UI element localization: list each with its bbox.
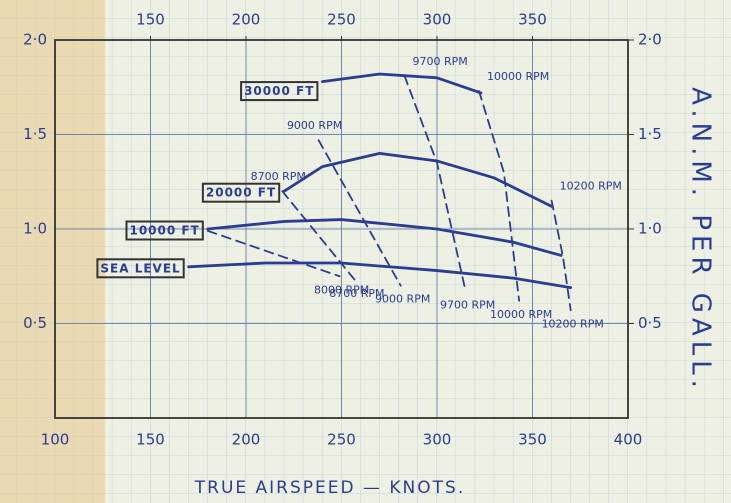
y2-tick-label: 1·0 <box>638 220 662 238</box>
series-label: SEA LEVEL <box>100 261 180 275</box>
rpm-annotation: 10200 RPM <box>560 180 622 193</box>
series-label: 20000 FT <box>206 186 276 200</box>
top-x-tick-label: 150 <box>136 11 165 29</box>
rpm-annotation: 8700 RPM <box>251 170 306 183</box>
series-label: 10000 FT <box>129 224 199 238</box>
x-axis-label: TRUE AIRSPEED — KNOTS. <box>194 478 466 498</box>
y2-tick-label: 2·0 <box>638 31 662 49</box>
y2-tick-label: 1·5 <box>638 125 662 143</box>
x-tick-label: 300 <box>423 431 452 449</box>
x-tick-label: 250 <box>327 431 356 449</box>
rpm-annotation: 9700 RPM <box>413 55 468 68</box>
chart: TRUE AIRSPEED — KNOTS. A.N.M. PER GALL. … <box>0 0 731 503</box>
top-x-tick-label: 350 <box>518 11 547 29</box>
y2-axis-label: A.N.M. PER GALL. <box>686 87 716 393</box>
y2-tick-label: 0·5 <box>638 314 662 332</box>
y-tick-label: 1·0 <box>23 220 47 238</box>
series-label: 30000 FT <box>244 84 314 98</box>
x-tick-label: 150 <box>136 431 165 449</box>
rpm-label: 9000 RPM <box>375 293 430 306</box>
rpm-annotation: 9000 RPM <box>287 119 342 132</box>
rpm-annotation: 10000 RPM <box>487 70 549 83</box>
y-tick-label: 2·0 <box>23 31 47 49</box>
y-tick-label: 1·5 <box>23 125 47 143</box>
x-tick-label: 400 <box>614 431 643 449</box>
top-x-tick-label: 250 <box>327 11 356 29</box>
top-x-tick-label: 200 <box>232 11 261 29</box>
rpm-label: 10200 RPM <box>542 317 604 330</box>
x-tick-label: 200 <box>232 431 261 449</box>
top-x-tick-label: 300 <box>423 11 452 29</box>
rpm-label: 9700 RPM <box>440 298 495 311</box>
x-tick-label: 350 <box>518 431 547 449</box>
paper-edge <box>0 0 105 503</box>
x-tick-label: 100 <box>41 431 70 449</box>
y-tick-label: 0·5 <box>23 314 47 332</box>
